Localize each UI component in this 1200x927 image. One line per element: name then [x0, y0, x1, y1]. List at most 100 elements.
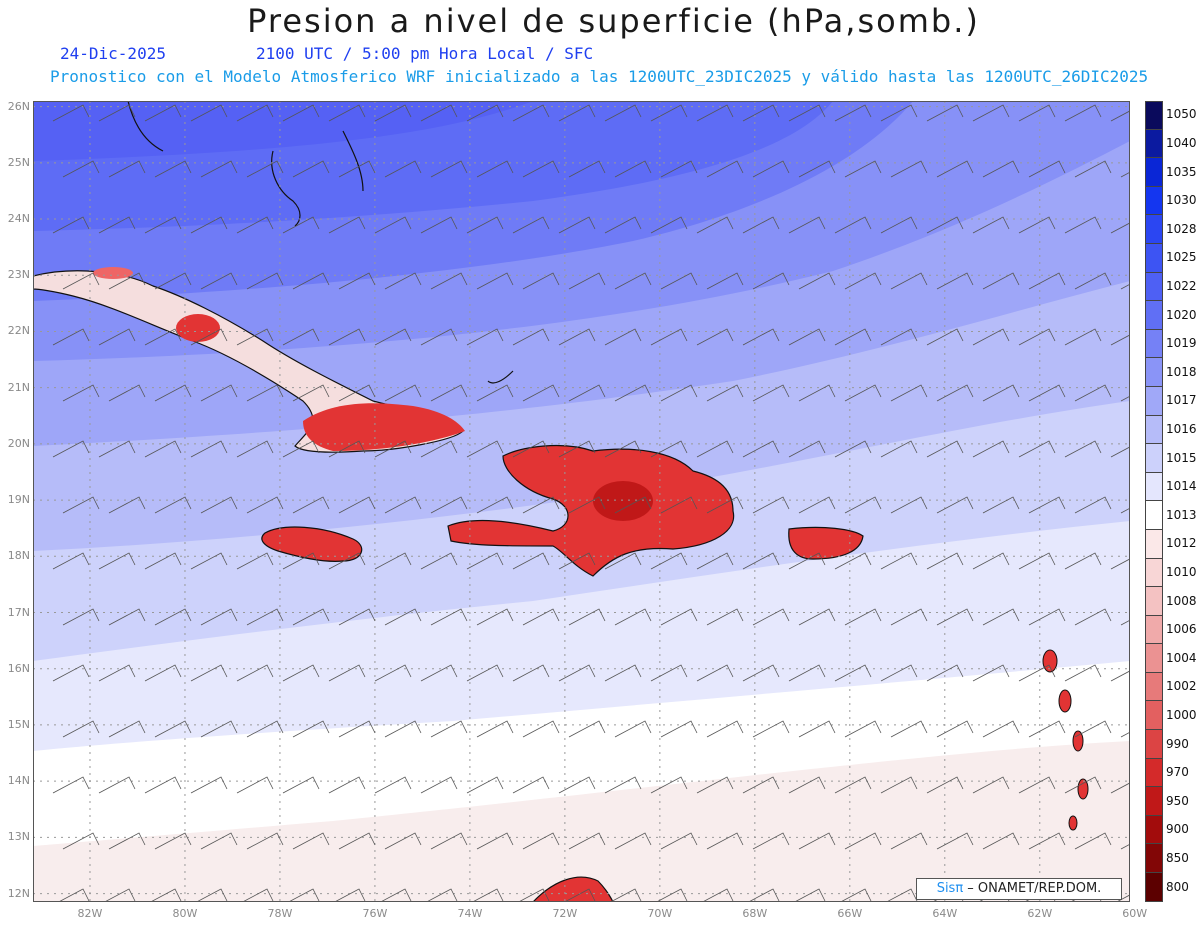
wind-barb	[200, 608, 238, 626]
wind-barb	[839, 888, 872, 902]
wind-barb	[844, 720, 882, 738]
colorbar-cell	[1145, 587, 1163, 616]
wind-barb	[982, 720, 1020, 738]
wind-barb	[1064, 552, 1102, 570]
wind-barb	[522, 720, 560, 738]
colorbar-label: 1019	[1166, 336, 1197, 351]
lat-label: 24N	[7, 212, 30, 226]
colorbar-cell	[1145, 701, 1163, 731]
colorbar-cell	[1145, 243, 1163, 273]
wind-barb	[374, 664, 412, 682]
wind-barb	[568, 272, 606, 290]
wind-barb	[282, 552, 320, 570]
wind-barb	[926, 328, 964, 346]
wind-barb	[292, 160, 330, 178]
wind-barb	[1110, 334, 1130, 346]
wind-barb	[834, 552, 872, 570]
wind-barb	[1110, 782, 1130, 794]
wind-barb	[834, 776, 872, 794]
wind-barb	[696, 328, 734, 346]
wind-barb	[144, 104, 182, 122]
wind-barb	[154, 160, 192, 178]
wind-barb	[742, 440, 780, 458]
wind-barb	[926, 664, 964, 682]
wind-barb	[972, 440, 1010, 458]
wind-barb	[246, 496, 284, 514]
wind-barb	[972, 664, 1010, 682]
wind-barb	[420, 328, 458, 346]
colorbar-cell	[1145, 358, 1163, 387]
wind-barb	[793, 888, 826, 902]
colorbar-label: 1025	[1166, 250, 1197, 265]
wind-barb	[936, 720, 974, 738]
wind-barb	[1028, 160, 1066, 178]
lon-label: 66W	[837, 907, 863, 920]
lon-label: 64W	[932, 907, 958, 920]
wind-barb	[706, 832, 744, 850]
wind-barb	[936, 160, 974, 178]
wind-barb	[52, 664, 90, 682]
wind-barb	[798, 384, 836, 402]
wind-barb	[522, 496, 560, 514]
wind-barb	[282, 664, 320, 682]
wind-barb	[972, 216, 1010, 234]
wind-barb	[880, 776, 918, 794]
wind-barb	[338, 496, 376, 514]
wind-barb	[154, 832, 192, 850]
cuba-low-pressure-central	[176, 314, 220, 342]
wind-barb	[292, 832, 330, 850]
cuba-low-pressure-east	[303, 403, 465, 451]
colorbar-cell	[1145, 215, 1163, 244]
wind-barb	[98, 552, 136, 570]
wind-barb	[558, 440, 596, 458]
wind-barb	[706, 384, 744, 402]
wind-barb	[328, 664, 366, 682]
colorbar-cell	[1145, 186, 1163, 216]
hispaniola-low-pressure-core	[593, 481, 653, 521]
lon-label: 68W	[742, 907, 768, 920]
wind-barb	[108, 720, 146, 738]
wind-barb	[1110, 670, 1130, 682]
lon-label: 62W	[1027, 907, 1053, 920]
wind-barb	[650, 664, 688, 682]
wind-barb	[660, 160, 698, 178]
wind-barb	[1018, 776, 1056, 794]
wind-barb	[558, 776, 596, 794]
wind-barb	[880, 104, 918, 122]
cuba-low-pressure-west	[93, 267, 133, 279]
wind-barb	[200, 496, 238, 514]
wind-barb	[154, 496, 192, 514]
colorbar-label: 1012	[1166, 536, 1197, 551]
wind-barb	[52, 552, 90, 570]
wind-barb	[62, 272, 100, 290]
wind-barb	[742, 104, 780, 122]
wind-barb	[522, 272, 560, 290]
wind-barb	[1028, 720, 1066, 738]
wind-barb	[430, 160, 468, 178]
wind-barb	[466, 216, 504, 234]
wind-barb	[568, 608, 606, 626]
wind-barb	[660, 832, 698, 850]
wind-barb	[108, 272, 146, 290]
wind-barb	[62, 832, 100, 850]
wind-barb	[696, 664, 734, 682]
wind-barb	[614, 608, 652, 626]
colorbar-label: 850	[1166, 851, 1189, 866]
wind-barb	[52, 776, 90, 794]
wind-barb	[236, 552, 274, 570]
wind-barb	[476, 720, 514, 738]
wind-barb	[834, 216, 872, 234]
wind-barb	[890, 272, 928, 290]
lat-label: 19N	[7, 493, 30, 507]
wind-barb	[328, 328, 366, 346]
wind-barb	[660, 608, 698, 626]
wind-barb	[614, 272, 652, 290]
wind-barb	[706, 272, 744, 290]
pressure-map	[33, 101, 1130, 902]
wind-barbs	[52, 104, 1130, 902]
wind-barb	[246, 608, 284, 626]
wind-barb	[190, 328, 228, 346]
colorbar-label: 1000	[1166, 708, 1197, 723]
wind-barb	[200, 720, 238, 738]
wind-barb	[742, 216, 780, 234]
